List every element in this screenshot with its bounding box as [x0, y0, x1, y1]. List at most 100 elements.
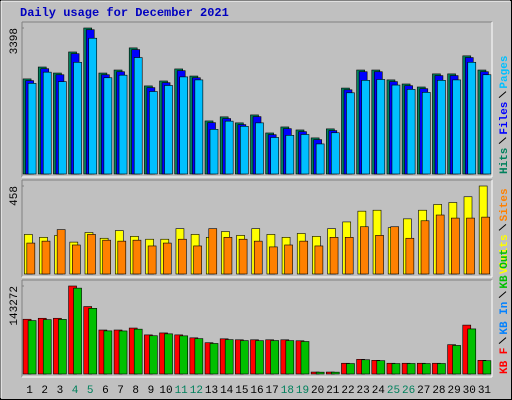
legend-label: Pages: [499, 56, 511, 89]
bar: [133, 328, 143, 375]
bar: [361, 80, 370, 175]
legend-label: Hits: [499, 148, 511, 174]
bar: [481, 216, 490, 275]
bar: [437, 363, 446, 375]
bar: [284, 244, 293, 275]
bar: [376, 79, 386, 175]
bar: [58, 81, 67, 175]
bar: [421, 92, 431, 175]
x-tick-label: 2: [41, 385, 48, 397]
bar: [300, 341, 310, 375]
bar: [102, 239, 111, 275]
bar: [255, 340, 264, 375]
bar: [73, 287, 82, 375]
legend-label: Visits: [499, 234, 511, 274]
bar: [209, 129, 219, 175]
bar: [346, 363, 355, 375]
bar: [421, 363, 431, 375]
legend-label: Files: [499, 102, 511, 135]
bar: [72, 244, 81, 275]
bar: [376, 360, 386, 375]
bar: [451, 217, 460, 275]
bar: [73, 61, 82, 175]
bar: [315, 371, 325, 375]
x-tick-label: 21: [326, 385, 340, 397]
bar: [42, 319, 52, 375]
bar: [361, 359, 370, 375]
bar: [391, 363, 401, 375]
bar: [482, 360, 492, 375]
bar: [223, 237, 233, 275]
bar: [300, 134, 310, 175]
bar: [467, 61, 477, 175]
x-tick-label: 17: [266, 385, 279, 397]
y-tick-label: 3398: [9, 28, 21, 54]
bar: [269, 246, 278, 275]
bar: [42, 71, 52, 175]
legend-separator: [498, 224, 507, 231]
bar: [314, 245, 324, 275]
bar: [240, 126, 249, 175]
bar: [179, 335, 188, 375]
bar: [118, 330, 128, 375]
bar: [164, 333, 173, 375]
bar: [420, 220, 430, 275]
x-tick-label: 1: [26, 385, 33, 397]
legend-separator: [498, 91, 507, 98]
bar: [452, 79, 461, 175]
x-tick-label: 30: [463, 385, 476, 397]
bar: [193, 245, 202, 275]
x-tick-label: 31: [478, 385, 492, 397]
bar: [149, 91, 158, 175]
x-tick-label: 15: [235, 385, 248, 397]
chart-title: Daily usage for December 2021: [20, 6, 229, 20]
bar: [406, 89, 416, 175]
bar: [194, 79, 204, 175]
bar: [194, 338, 204, 375]
x-tick-label: 19: [296, 385, 309, 397]
bar: [224, 120, 234, 175]
bar: [117, 240, 127, 275]
legend-label: KB Out: [499, 249, 511, 289]
bar: [285, 135, 295, 175]
bar: [467, 328, 477, 375]
bar: [162, 242, 172, 275]
bar: [27, 83, 37, 175]
x-tick-label: 13: [205, 385, 218, 397]
bar: [253, 240, 263, 275]
x-tick-label: 5: [87, 385, 94, 397]
bar: [149, 335, 158, 375]
bar: [88, 37, 98, 175]
bar: [405, 237, 415, 275]
bar: [118, 74, 128, 175]
x-tick-label: 12: [190, 385, 203, 397]
bar: [58, 319, 67, 375]
bar: [452, 345, 461, 375]
bar: [270, 137, 279, 175]
x-tick-label: 29: [447, 385, 460, 397]
bar: [132, 239, 142, 275]
bar: [270, 340, 279, 375]
bar: [238, 238, 248, 275]
legend-label: KB In: [499, 302, 511, 335]
x-tick-label: 3: [57, 385, 64, 397]
bar: [315, 143, 325, 175]
x-tick-label: 23: [357, 385, 370, 397]
bar: [41, 240, 51, 275]
legend-separator: [498, 291, 507, 298]
bar: [329, 237, 339, 275]
bar: [208, 228, 218, 275]
x-tick-label: 22: [341, 385, 354, 397]
bar: [435, 214, 445, 275]
bar: [406, 363, 416, 375]
legend-separator: [498, 137, 507, 144]
bar: [147, 245, 157, 275]
x-tick-label: 24: [372, 385, 386, 397]
bar: [133, 57, 143, 175]
bar: [179, 76, 188, 175]
x-tick-label: 9: [148, 385, 155, 397]
bar: [331, 132, 340, 175]
bar: [360, 226, 369, 275]
bar: [88, 308, 98, 375]
bar: [285, 340, 295, 375]
